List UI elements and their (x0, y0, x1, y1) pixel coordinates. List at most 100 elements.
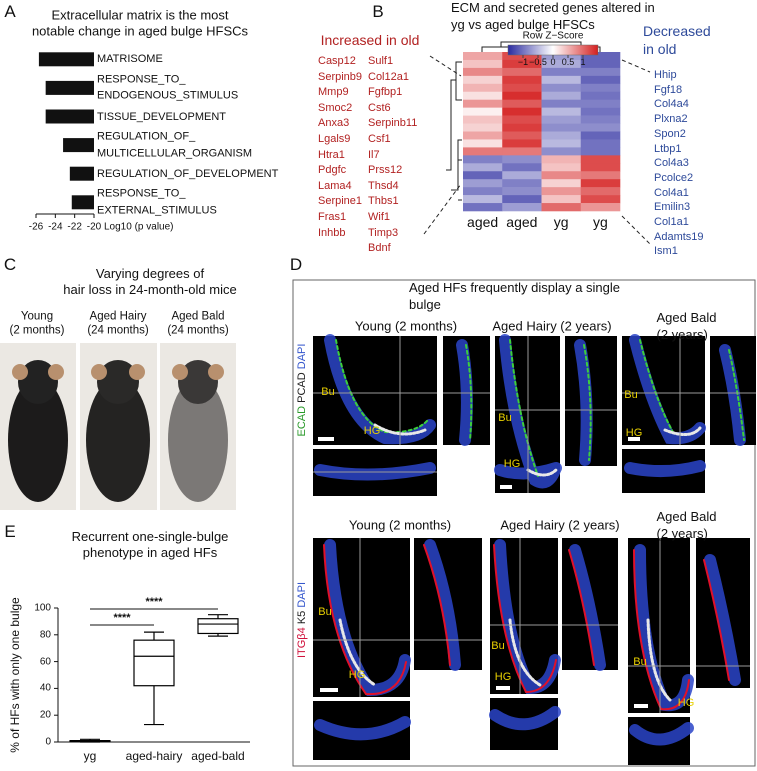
gene-label: Plxna2 (654, 112, 688, 125)
gene-label: Emilin3 (654, 201, 691, 214)
panel-label: A (4, 1, 16, 21)
gene-label: Lgals9 (318, 132, 351, 145)
mouse-label: Aged Bald (24 months) (167, 310, 229, 337)
gene-label: Pdgfc (318, 164, 347, 177)
stain-name: DAPI (295, 581, 308, 608)
heatmap-cell (580, 203, 621, 212)
stain-name: K5 (295, 607, 308, 625)
heatmap-cell (502, 187, 542, 196)
heatmap-cell (541, 195, 582, 204)
heatmap-cell (541, 147, 582, 156)
heatmap-cell (463, 179, 503, 188)
heatmap-cell (580, 139, 621, 148)
gene-label: Mmp9 (318, 86, 349, 99)
panel-label: B (372, 1, 384, 21)
bar-label: REGULATION_OF_ MULTICELLULAR_ORGANISM (97, 130, 253, 160)
heatmap-cell (580, 187, 621, 196)
bar (38, 52, 94, 67)
box (197, 618, 239, 635)
stain-name: DAPI (295, 343, 308, 370)
region-label: HG (348, 668, 366, 681)
column-label: yg (553, 213, 569, 230)
heatmap-cell (502, 139, 542, 148)
heatmap-cell (463, 52, 503, 61)
x-tick-label: aged-hairy (125, 749, 183, 764)
heatmap-cell (580, 67, 621, 77)
image-header: Aged Bald (2 years) (656, 310, 717, 342)
x-tick-label: -26 (28, 221, 44, 233)
heatmap-cell (541, 123, 582, 132)
bar-label: TISSUE_DEVELOPMENT (97, 110, 226, 123)
gene-label: Cst6 (368, 101, 391, 114)
heatmap-cell (502, 52, 542, 61)
region-label: HG (363, 424, 381, 437)
heatmap-cell (541, 83, 582, 93)
heatmap-cell (580, 52, 621, 61)
gene-label: Hhip (654, 68, 677, 81)
color-key-label: Row Z−Score (522, 30, 584, 42)
color-key-tick-label: −1 (517, 57, 529, 68)
bar (45, 109, 94, 124)
y-tick-label: 80 (39, 629, 51, 641)
gene-label: Thsd4 (368, 179, 399, 192)
region-label: Bu (498, 411, 512, 424)
box (133, 639, 175, 687)
y-tick-label: 20 (39, 709, 51, 721)
heatmap-cell (463, 67, 503, 77)
gene-label: Timp3 (368, 226, 399, 239)
gene-label: Prss12 (368, 164, 403, 177)
heatmap-cell (580, 147, 621, 156)
gene-label: Col1a1 (654, 215, 689, 228)
gene-label: Col4a3 (654, 157, 689, 170)
heatmap-cell (463, 115, 503, 124)
heatmap-cell (463, 163, 503, 172)
stain-name: ECAD (295, 402, 308, 437)
stain-name: PCAD (295, 369, 308, 403)
bar-label: MATRISOME (97, 53, 163, 66)
region-label: Bu (321, 385, 335, 398)
chart-title: Extracellular matrix is the most notable… (31, 7, 249, 38)
chart-title: ECM and secreted genes altered in yg vs … (451, 0, 655, 32)
heatmap-cell (580, 195, 621, 204)
region-label: HG (677, 696, 695, 709)
heatmap-cell (541, 91, 582, 100)
heatmap-cell (541, 99, 582, 108)
column-label: aged (467, 213, 499, 230)
column-label: yg (592, 213, 608, 230)
stain-label: ITGβ4 K5 DAPI (295, 582, 309, 658)
column-label: aged (506, 213, 538, 230)
color-key-tick-label: 0.5 (561, 57, 575, 68)
heatmap-cell (502, 67, 542, 77)
heatmap-cell (463, 139, 503, 148)
gene-label: Csf1 (368, 132, 391, 145)
y-axis-label: % of HFs with only one bulge (8, 597, 23, 753)
x-tick-label: aged-bald (191, 749, 245, 764)
heatmap-cell (541, 115, 582, 124)
heatmap-cell (580, 99, 621, 108)
panel-frame (292, 279, 756, 767)
heatmap-cell (502, 75, 542, 85)
heatmap-cell (580, 107, 621, 116)
heatmap-cell (502, 59, 542, 69)
image-header: Aged Hairy (2 years) (492, 318, 612, 334)
x-tick-label: -22 (67, 221, 82, 233)
group-label: Decreased in old (643, 22, 711, 57)
heatmap-cell (502, 115, 542, 124)
panel-label: D (289, 254, 303, 274)
panel-label: E (4, 521, 16, 541)
region-label: HG (625, 426, 643, 439)
color-key-tick-label: 0 (550, 57, 556, 68)
heatmap-cell (541, 131, 582, 140)
heatmap-cell (580, 91, 621, 100)
gene-label: Thbs1 (368, 195, 399, 208)
mouse-label: Young (2 months) (9, 310, 65, 337)
image-header: Aged Hairy (2 years) (500, 517, 620, 533)
heatmap-cell (541, 155, 582, 164)
gene-label: Serpine1 (318, 195, 363, 208)
heatmap-cell (502, 91, 542, 100)
heatmap-cell (580, 59, 621, 69)
heatmap-cell (463, 155, 503, 164)
heatmap-cell (463, 203, 503, 212)
region-label: HG (494, 670, 512, 683)
